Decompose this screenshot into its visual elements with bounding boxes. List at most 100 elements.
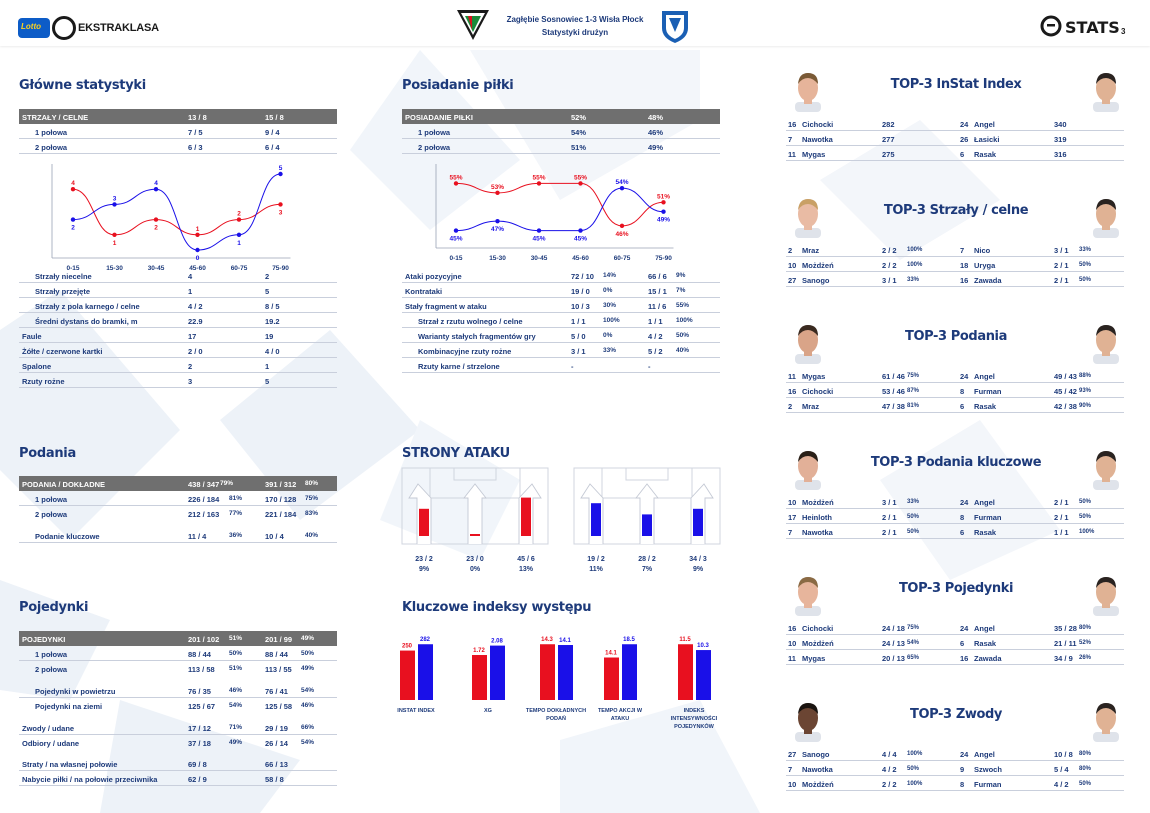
- bar-label: 2.08: [491, 639, 503, 645]
- away-player-avatar: [1093, 703, 1119, 742]
- attack-bar: [470, 534, 480, 536]
- row-home: 2: [188, 362, 193, 371]
- row-away: 5 / 2: [648, 347, 663, 356]
- bar-away: [490, 645, 505, 700]
- data-label: 1: [196, 226, 200, 233]
- section-title-posiadanie: Posiadanie piłki: [402, 78, 514, 93]
- row-away: 66 / 6: [648, 272, 667, 281]
- series-line: [455, 182, 664, 227]
- player-name: Uryga: [974, 261, 996, 270]
- attack-sides-chart: 23 / 2 9% 23 / 0 0% 45 / 6 13% 19 / 2 11% 28 / 2…: [401, 467, 721, 572]
- player-value: 2 / 1: [882, 528, 897, 537]
- player-name: Rasak: [974, 528, 997, 537]
- row-away-pct: 7%: [676, 287, 686, 294]
- row-away: 2: [265, 272, 270, 281]
- player-pct: 75%: [907, 373, 920, 379]
- top3-title: TOP-3 Strzały / celne: [883, 203, 1029, 218]
- lotto-logo: [18, 18, 50, 38]
- table-row: Strzały przejęte 1 5: [19, 283, 337, 298]
- row-home: -: [571, 362, 574, 371]
- data-label: 53%: [491, 184, 504, 191]
- table-row: 17 Heinloth 2 / 1 50% 8 Furman 2 / 1 50%: [786, 509, 1124, 524]
- attack-bar: [521, 497, 531, 536]
- data-point: [661, 209, 666, 214]
- player-number: 24: [960, 372, 969, 381]
- table-row: 1 połowa 54% 46%: [402, 124, 720, 139]
- row-away-pct: 66%: [301, 724, 315, 731]
- x-tick-label: 75-90: [655, 255, 672, 262]
- data-label: 55%: [574, 174, 587, 181]
- data-point: [619, 223, 625, 229]
- home-player-avatar: [795, 199, 821, 238]
- row-home-pct: 36%: [229, 532, 243, 539]
- player-number: 27: [788, 750, 797, 759]
- row-home: 5 / 0: [571, 332, 586, 341]
- bar-label: 250: [402, 644, 413, 650]
- attack-value: 45 / 6: [517, 556, 535, 563]
- player-pct: 50%: [1079, 277, 1092, 283]
- player-name: Zawada: [974, 276, 1002, 285]
- table-row: Rzuty karne / strzelone - -: [402, 358, 720, 373]
- row-label: Rzuty rożne: [22, 377, 65, 386]
- row-away: 88 / 44: [265, 650, 288, 659]
- player-value: 61 / 46: [882, 372, 905, 381]
- data-point: [495, 190, 500, 196]
- data-label: 54%: [615, 179, 628, 186]
- row-home: 17: [188, 332, 197, 341]
- attack-percent: 13%: [519, 566, 534, 572]
- table-row: Straty / na własnej połowie 69 / 8 66 / 13: [19, 756, 337, 771]
- header-label: PODANIA / DOKŁADNE: [22, 480, 106, 489]
- player-number: 8: [960, 780, 965, 789]
- row-label: Straty / na własnej połowie: [22, 760, 118, 769]
- row-home: 1: [188, 287, 193, 296]
- row-away: 5: [265, 287, 270, 296]
- player-number: 16: [788, 120, 797, 129]
- player-pct: 65%: [907, 655, 920, 661]
- player-name: Łasicki: [974, 135, 1000, 144]
- home-player-avatar: [795, 451, 821, 490]
- player-value: 4 / 2: [882, 765, 897, 774]
- top3-block: TOP-3 Zwody 27 Sanogo 4 / 4 100% 24 Angel 10 / …: [786, 698, 1131, 808]
- row-home: 2 / 0: [188, 347, 203, 356]
- player-value: 34 / 9: [1054, 654, 1073, 663]
- row-home: 4: [188, 272, 193, 281]
- category-label: XG: [484, 708, 492, 714]
- row-away: 221 / 184: [265, 510, 297, 519]
- player-number: 2: [788, 246, 793, 255]
- row-away: 15 / 1: [648, 287, 667, 296]
- attack-value: 19 / 2: [587, 556, 605, 563]
- data-point: [619, 185, 625, 191]
- x-tick-label: 0-15: [66, 265, 79, 270]
- row-away-pct: 40%: [676, 347, 690, 354]
- data-point: [495, 218, 500, 224]
- data-point: [112, 232, 117, 237]
- row-label: Ataki pozycyjne: [405, 272, 462, 281]
- attack-percent: 11%: [589, 566, 603, 572]
- attack-value: 23 / 2: [415, 556, 433, 563]
- bar-label: 11.5: [679, 637, 691, 643]
- player-number: 16: [788, 387, 797, 396]
- player-name: Sanogo: [802, 750, 830, 759]
- data-label: 1: [113, 240, 117, 247]
- player-name: Furman: [974, 780, 1002, 789]
- player-value: 2 / 1: [882, 513, 897, 522]
- data-label: 4: [71, 180, 75, 187]
- player-value: 277: [882, 135, 895, 144]
- data-label: 45%: [449, 236, 462, 243]
- player-name: Nawotka: [802, 528, 833, 537]
- player-number: 11: [788, 654, 796, 663]
- player-number: 26: [960, 135, 969, 144]
- player-name: Możdżeń: [802, 261, 834, 270]
- attack-percent: 9%: [693, 566, 704, 572]
- attack-bar: [693, 508, 703, 536]
- player-name: Mraz: [802, 402, 820, 411]
- player-pct: 50%: [907, 514, 920, 520]
- data-point: [536, 181, 542, 186]
- data-label: 0: [196, 255, 200, 262]
- row-away: 76 / 41: [265, 687, 288, 696]
- table-row: Pojedynki w powietrzu 76 / 35 46% 76 / 41 54…: [19, 683, 337, 698]
- bar-label: 14.1: [559, 638, 571, 644]
- table-row: 2 Mraz 2 / 2 100% 7 Nico 3 / 1 33%: [786, 242, 1124, 257]
- player-pct: 50%: [1079, 262, 1092, 268]
- player-name: Angel: [974, 750, 995, 759]
